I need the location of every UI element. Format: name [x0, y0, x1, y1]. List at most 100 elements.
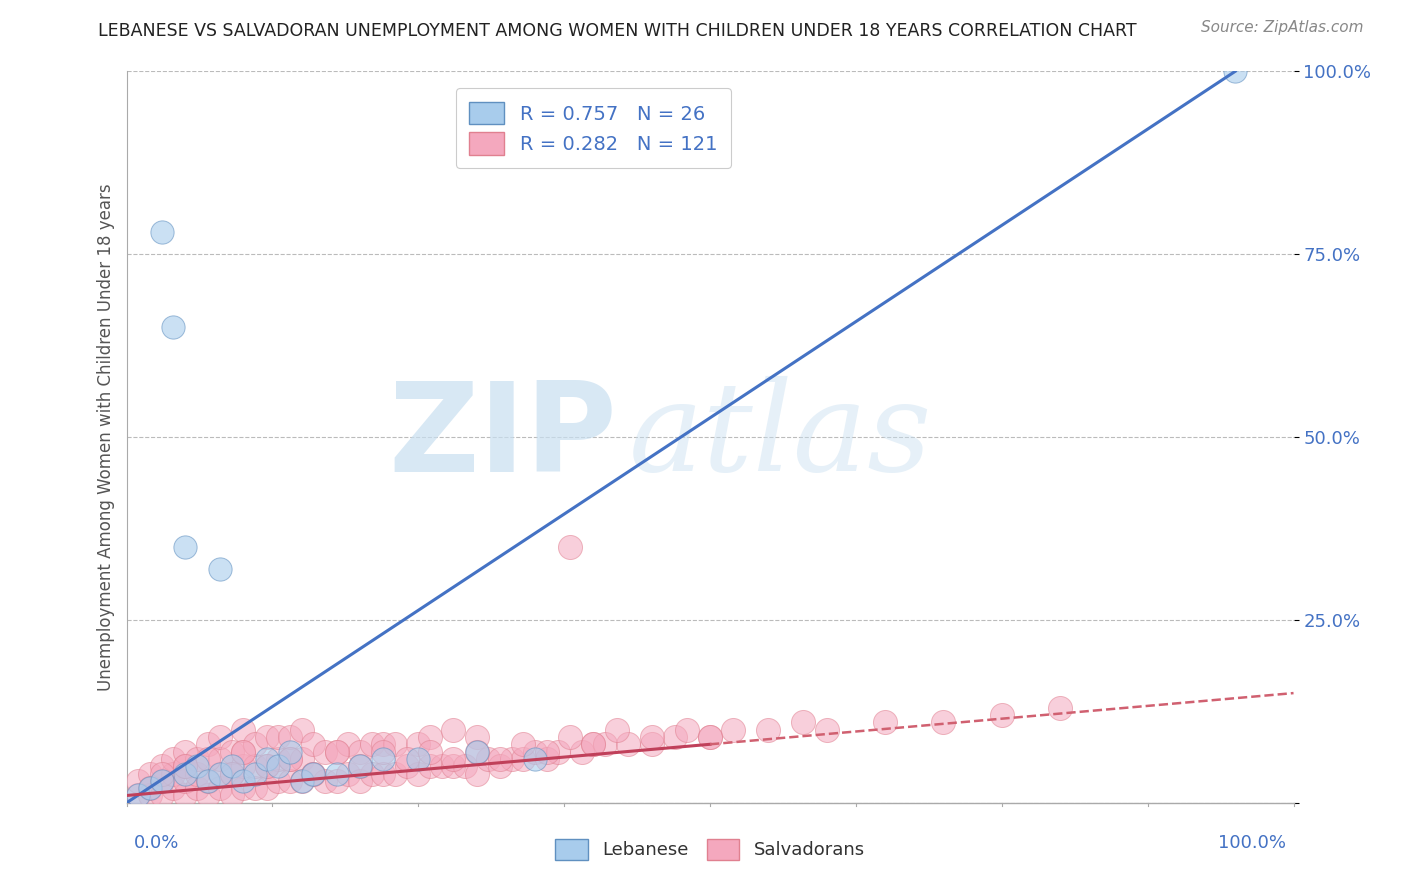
- Point: [150, 759, 173, 773]
- Point: [197, 773, 219, 788]
- Point: [267, 730, 290, 744]
- Point: [325, 773, 347, 788]
- Point: [617, 737, 640, 751]
- Point: [815, 723, 838, 737]
- Point: [139, 781, 162, 796]
- Point: [641, 737, 664, 751]
- Point: [489, 752, 512, 766]
- Point: [675, 723, 697, 737]
- Point: [756, 723, 779, 737]
- Point: [256, 759, 278, 773]
- Point: [1049, 700, 1071, 714]
- Point: [232, 759, 254, 773]
- Point: [174, 759, 197, 773]
- Point: [360, 766, 382, 780]
- Point: [536, 752, 558, 766]
- Point: [256, 752, 278, 766]
- Point: [349, 759, 371, 773]
- Point: [547, 745, 569, 759]
- Point: [408, 766, 430, 780]
- Point: [373, 745, 395, 759]
- Point: [349, 759, 371, 773]
- Point: [408, 737, 430, 751]
- Point: [243, 766, 266, 780]
- Point: [197, 752, 219, 766]
- Point: [127, 789, 149, 803]
- Point: [723, 723, 745, 737]
- Text: atlas: atlas: [628, 376, 932, 498]
- Point: [256, 730, 278, 744]
- Point: [465, 766, 488, 780]
- Point: [489, 759, 512, 773]
- Point: [302, 766, 325, 780]
- Point: [419, 759, 441, 773]
- Point: [395, 759, 418, 773]
- Point: [290, 723, 312, 737]
- Point: [641, 730, 664, 744]
- Point: [197, 789, 219, 803]
- Point: [221, 766, 243, 780]
- Point: [558, 540, 581, 554]
- Point: [256, 759, 278, 773]
- Point: [150, 773, 173, 788]
- Point: [384, 766, 406, 780]
- Point: [325, 766, 347, 780]
- Point: [139, 781, 162, 796]
- Point: [419, 745, 441, 759]
- Point: [267, 752, 290, 766]
- Point: [127, 789, 149, 803]
- Point: [150, 773, 173, 788]
- Point: [208, 766, 231, 780]
- Point: [593, 737, 616, 751]
- Point: [373, 752, 395, 766]
- Point: [419, 730, 441, 744]
- Point: [606, 723, 628, 737]
- Point: [465, 745, 488, 759]
- Point: [501, 752, 523, 766]
- Point: [349, 773, 371, 788]
- Point: [664, 730, 686, 744]
- Point: [430, 759, 453, 773]
- Point: [384, 737, 406, 751]
- Point: [337, 737, 360, 751]
- Point: [174, 773, 197, 788]
- Point: [208, 562, 231, 576]
- Point: [699, 730, 721, 744]
- Point: [571, 745, 593, 759]
- Point: [278, 752, 301, 766]
- Point: [465, 730, 488, 744]
- Point: [186, 759, 208, 773]
- Point: [699, 730, 721, 744]
- Point: [162, 781, 184, 796]
- Point: [243, 737, 266, 751]
- Point: [221, 789, 243, 803]
- Point: [314, 745, 336, 759]
- Point: [278, 730, 301, 744]
- Point: [536, 745, 558, 759]
- Point: [932, 715, 955, 730]
- Point: [512, 752, 534, 766]
- Point: [337, 766, 360, 780]
- Point: [278, 773, 301, 788]
- Text: Source: ZipAtlas.com: Source: ZipAtlas.com: [1201, 20, 1364, 35]
- Point: [232, 745, 254, 759]
- Point: [162, 752, 184, 766]
- Point: [582, 737, 605, 751]
- Point: [243, 781, 266, 796]
- Point: [512, 737, 534, 751]
- Point: [197, 773, 219, 788]
- Point: [162, 766, 184, 780]
- Point: [302, 766, 325, 780]
- Point: [441, 752, 464, 766]
- Point: [256, 781, 278, 796]
- Point: [302, 737, 325, 751]
- Point: [174, 745, 197, 759]
- Point: [208, 781, 231, 796]
- Point: [232, 773, 254, 788]
- Point: [441, 759, 464, 773]
- Point: [208, 766, 231, 780]
- Point: [314, 773, 336, 788]
- Point: [221, 766, 243, 780]
- Point: [278, 752, 301, 766]
- Point: [792, 715, 814, 730]
